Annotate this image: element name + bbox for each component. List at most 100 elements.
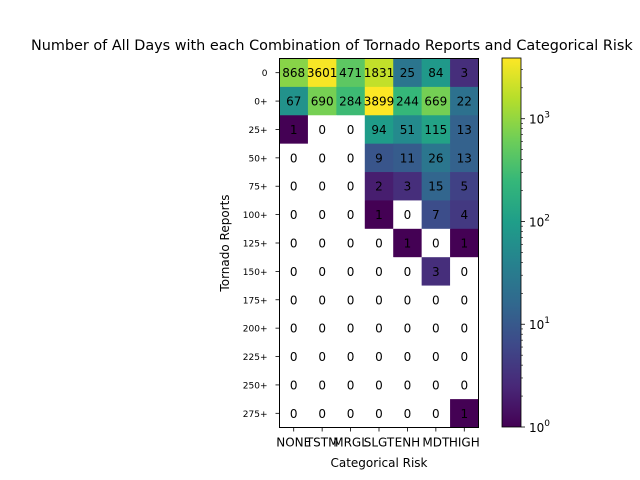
y-tick-label: 175+ [243,296,268,306]
cell-value-label: 9 [375,151,383,165]
cell-value-label: 0 [318,151,326,165]
cell-value-label: 1 [460,237,468,251]
cell-value-label: 0 [347,293,355,307]
heatmap-cell [307,342,337,372]
cell-value-label: 1 [404,237,412,251]
y-axis-label: Tornado Reports [218,194,232,292]
cell-value-label: 0 [432,407,440,421]
heatmap-cell [450,228,479,258]
cell-value-label: 0 [404,208,412,222]
heatmap-cell [421,370,451,400]
heatmap-cell [450,342,479,372]
heatmap-cell [450,257,479,286]
cell-value-label: 0 [347,265,355,279]
heatmap-cell [393,257,423,286]
cell-value-label: 7 [432,208,440,222]
heatmap-cell [450,313,479,343]
cell-value-label: 3601 [307,66,338,80]
cell-value-label: 4 [460,208,468,222]
heatmap-cell [364,370,394,400]
heatmap-cell [364,399,394,428]
heatmap-cell [421,58,451,88]
cell-value-label: 3899 [364,95,395,109]
heatmap-cell [421,143,451,173]
heatmap-cell [421,257,451,286]
heatmap-cell [364,342,394,372]
y-tick-label: 200+ [243,325,268,335]
cell-value-label: 0 [290,350,298,364]
y-tick-label: 50+ [249,154,268,164]
heatmap-cell [336,58,366,88]
cell-value-label: 0 [404,350,412,364]
heatmap-cell [421,399,451,428]
heatmap-cell [364,115,394,145]
y-tick-label: 275+ [243,410,268,420]
heatmap-cell [279,228,309,258]
cell-value-label: 3 [432,265,440,279]
cell-value-label: 67 [286,95,301,109]
cell-value-label: 0 [432,350,440,364]
cell-value-label: 0 [290,208,298,222]
cell-value-label: 0 [290,265,298,279]
cell-value-label: 0 [432,237,440,251]
heatmap-cell [307,285,337,315]
cell-value-label: 84 [428,66,443,80]
x-tick-label: MRGL [333,436,368,450]
cell-value-label: 0 [318,123,326,137]
cell-value-label: 0 [404,322,412,336]
y-tick-label: 225+ [243,353,268,363]
y-tick-label: 125+ [243,240,268,250]
cell-value-label: 0 [318,208,326,222]
heatmap-cell [450,58,479,88]
cell-value-label: 0 [460,350,468,364]
heatmap-cell [307,200,337,230]
cell-value-label: 0 [347,123,355,137]
heatmap-cell [307,370,337,400]
heatmap-cell [336,370,366,400]
colorbar-tick-label: 101 [529,316,550,332]
heatmap-cell [307,172,337,201]
cell-value-label: 3 [460,66,468,80]
heatmap-cell [307,58,337,88]
heatmap-cell [279,115,309,145]
heatmap-cell [307,143,337,173]
cell-value-label: 244 [396,95,419,109]
heatmap-cell [421,115,451,145]
cell-value-label: 0 [347,180,355,194]
heatmap-cell [364,143,394,173]
x-tick-label: TSTM [305,436,339,450]
heatmap-cell [336,285,366,315]
heatmap-cell [393,313,423,343]
x-tick-label: NONE [276,436,311,450]
cell-value-label: 0 [290,293,298,307]
heatmap-cell [279,370,309,400]
heatmap-cell [364,58,394,88]
cell-value-label: 0 [460,265,468,279]
cell-value-label: 0 [375,407,383,421]
cell-value-label: 0 [375,322,383,336]
cell-value-label: 0 [318,293,326,307]
heatmap-cell [307,399,337,428]
colorbar-tick-label: 103 [529,111,550,127]
cell-value-label: 0 [347,378,355,392]
cell-value-label: 471 [339,66,362,80]
y-tick-label: 100+ [243,211,268,221]
heatmap-cell [421,285,451,315]
heatmap-cell [421,200,451,230]
heatmap-cell [450,200,479,230]
heatmap-cell [279,172,309,201]
heatmap-cell [450,86,479,116]
heatmap-cell [450,172,479,201]
cell-value-label: 51 [400,123,415,137]
heatmap-cell [364,285,394,315]
y-tick-label: 25+ [249,126,268,136]
cell-value-labels: 868 3601 471 1831 25 84 367 690 284 3899 244 669 221… [282,66,472,421]
cell-value-label: 0 [432,378,440,392]
cell-value-label: 0 [460,322,468,336]
heatmap-cell [336,228,366,258]
y-tick-label: 0 [262,69,268,79]
heatmap-cell [393,342,423,372]
cell-value-label: 0 [375,237,383,251]
